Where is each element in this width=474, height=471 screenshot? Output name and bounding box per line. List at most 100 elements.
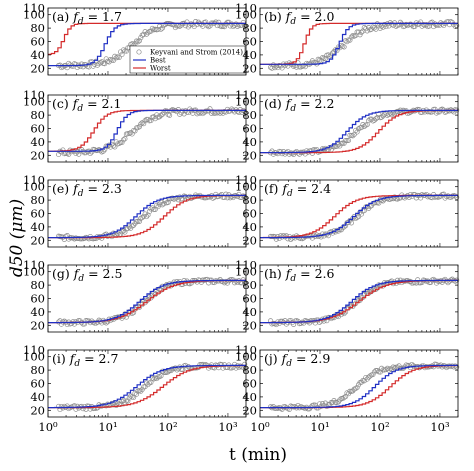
observed-point [268, 404, 274, 410]
observed-point [165, 369, 171, 375]
y-tick-label: 60 [30, 377, 45, 391]
y-tick-label: 60 [242, 35, 257, 49]
y-tick-label: 20 [242, 148, 257, 162]
y-tick-label: 100 [235, 180, 257, 194]
observed-point [79, 236, 85, 242]
panel-fd-subscript: d [290, 17, 296, 27]
best-curve [48, 22, 246, 67]
observed-point [270, 404, 276, 410]
y-tick-label: 100 [23, 8, 45, 22]
observed-point [451, 22, 457, 28]
y-tick-label: 60 [242, 377, 257, 391]
y-tick-label: 20 [242, 233, 257, 247]
observed-point [66, 406, 72, 412]
observed-point [318, 403, 324, 409]
observed-point [347, 37, 353, 43]
observed-point [407, 21, 414, 27]
observed-point [149, 205, 155, 211]
panel-label: (j) fd = 2.9 [264, 351, 330, 369]
panel-fd-value: = 2.7 [80, 351, 118, 366]
y-tick-label: 40 [242, 220, 257, 234]
legend-observed-marker [136, 49, 142, 55]
observed-point [364, 28, 370, 34]
x-tick-label: 10¹ [310, 420, 329, 434]
legend-box [129, 45, 246, 74]
observed-point [159, 111, 165, 117]
observed-point [56, 151, 62, 158]
observed-point [73, 61, 79, 67]
panel-fd-value: = 2.1 [83, 96, 121, 111]
observed-point [269, 148, 275, 154]
y-tick-label: 80 [242, 193, 257, 207]
observed-point [380, 24, 386, 30]
observed-point [144, 31, 150, 37]
observed-point [325, 52, 331, 58]
observed-point [94, 62, 101, 68]
y-tick-label: 100 [23, 180, 45, 194]
panel-letter: (c) [52, 96, 73, 111]
observed-point [138, 388, 144, 394]
observed-point [125, 225, 131, 232]
observed-point [350, 133, 356, 139]
observed-point [122, 136, 128, 142]
best-curve [260, 279, 458, 324]
observed-point [158, 112, 164, 118]
observed-point [145, 212, 151, 218]
x-tick-label: 10⁰ [38, 420, 58, 434]
panel-fd-value: = 2.9 [292, 351, 330, 366]
observed-point [155, 204, 161, 210]
panel-label: (a) fd = 1.7 [52, 9, 122, 27]
observed-point [357, 32, 363, 38]
observed-point [386, 111, 392, 117]
y-tick-label: 100 [23, 265, 45, 279]
observed-point [370, 371, 376, 377]
y-tick-label: 110 [23, 88, 45, 102]
panel-fd-subscript: d [77, 104, 83, 114]
observed-point [184, 19, 190, 25]
observed-point [344, 39, 350, 45]
observed-point [282, 63, 288, 69]
y-tick-label: 20 [242, 403, 257, 417]
observed-point [76, 151, 82, 157]
panel-fd-value: = 2.6 [296, 266, 334, 281]
panel-letter: (b) [264, 9, 286, 24]
panel-fd-value: = 2.0 [296, 9, 334, 24]
best-curve [260, 22, 458, 65]
observed-point [112, 144, 118, 150]
observed-point [139, 386, 145, 393]
observed-point [159, 25, 165, 31]
panel-letter: (f) [264, 181, 282, 196]
observed-point [148, 118, 154, 124]
y-tick-label: 110 [235, 173, 257, 187]
observed-point [312, 60, 318, 66]
y-tick-label: 100 [23, 350, 45, 364]
observed-point [122, 229, 128, 235]
x-axis-label-text: t (min) [229, 445, 287, 465]
panel-fd-value: = 2.4 [293, 181, 331, 196]
observed-point [354, 384, 360, 391]
y-tick-label: 80 [30, 193, 45, 207]
observed-point [354, 129, 360, 135]
observed-point [203, 19, 209, 25]
observed-point [371, 117, 377, 123]
y-tick-label: 60 [242, 292, 257, 306]
panel-fd-subscript: d [290, 104, 296, 114]
observed-point [148, 28, 154, 34]
observed-point [116, 54, 122, 60]
panel-letter: (g) [52, 266, 74, 281]
observed-point [278, 405, 284, 411]
panel-fd-symbol: f [285, 96, 293, 111]
y-tick-label: 40 [242, 390, 257, 404]
observed-point [358, 211, 364, 217]
y-tick-label: 40 [30, 390, 45, 404]
observed-point [68, 320, 75, 327]
observed-point [363, 374, 369, 381]
y-tick-label: 110 [235, 258, 257, 272]
observed-point [393, 23, 399, 29]
observed-point [144, 214, 150, 220]
